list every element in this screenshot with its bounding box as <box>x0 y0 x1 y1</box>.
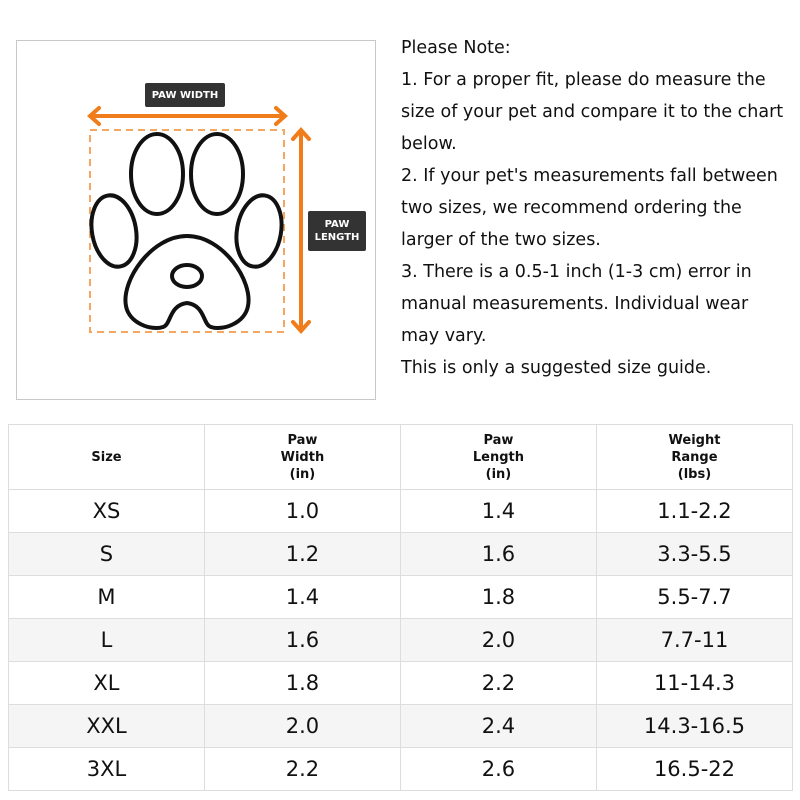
notes-line: below. <box>401 134 457 154</box>
column-header-text: Paw <box>287 432 318 448</box>
table-row: M 1.4 1.8 5.5-7.7 <box>8 575 794 619</box>
table-cell: 1.2 <box>203 532 401 576</box>
notes-line: larger of the two sizes. <box>401 230 601 250</box>
paw-measurement-diagram: PAW WIDTH PAW LENGTH <box>16 40 376 400</box>
notes-line: 1. For a proper fit, please do measure t… <box>401 70 766 90</box>
table-cell: 1.6 <box>399 532 597 576</box>
table-cell: 16.5-22 <box>595 747 794 791</box>
paw-length-label-line2: LENGTH <box>314 232 360 243</box>
table-cell: 2.0 <box>203 704 401 748</box>
table-cell: 2.4 <box>399 704 597 748</box>
column-header-text: Length <box>472 449 524 465</box>
column-header-text: Width <box>280 449 325 465</box>
table-cell: 2.6 <box>399 747 597 791</box>
table-cell: 1.1-2.2 <box>595 489 794 533</box>
table-cell: 7.7-11 <box>595 618 794 662</box>
table-row: XS 1.0 1.4 1.1-2.2 <box>8 489 794 533</box>
table-cell: XXL <box>8 704 205 748</box>
length-arrow-icon <box>291 126 311 335</box>
notes-line: Please Note: <box>401 38 511 58</box>
table-cell: XS <box>8 489 205 533</box>
notes-line: This is only a suggested size guide. <box>401 358 712 378</box>
table-cell: M <box>8 575 205 619</box>
column-header-text: Paw <box>483 432 514 448</box>
table-row: L 1.6 2.0 7.7-11 <box>8 618 794 662</box>
column-header: Size <box>8 424 205 490</box>
notes-line: manual measurements. Individual wear <box>401 294 749 314</box>
width-arrow-icon <box>86 106 289 126</box>
table-cell: 1.0 <box>203 489 401 533</box>
column-header-text: (in) <box>289 466 316 482</box>
table-cell: 1.4 <box>203 575 401 619</box>
table-cell: 11-14.3 <box>595 661 794 705</box>
column-header-text: Weight <box>668 432 721 448</box>
size-chart-table: Size Paw Width (in) Paw Length (in) Weight Range… <box>8 424 794 791</box>
table-cell: 5.5-7.7 <box>595 575 794 619</box>
table-cell: 2.0 <box>399 618 597 662</box>
paw-length-label-line1: PAW <box>324 219 350 230</box>
table-row: XXL 2.0 2.4 14.3-16.5 <box>8 704 794 748</box>
table-cell: 3XL <box>8 747 205 791</box>
notes-line: two sizes, we recommend ordering the <box>401 198 742 218</box>
table-row: 3XL 2.2 2.6 16.5-22 <box>8 747 794 791</box>
table-cell: L <box>8 618 205 662</box>
column-header-text: Range <box>671 449 718 465</box>
size-guide-notes: Please Note: 1. For a proper fit, please… <box>401 32 796 384</box>
notes-line: size of your pet and compare it to the c… <box>401 102 784 122</box>
table-row: S 1.2 1.6 3.3-5.5 <box>8 532 794 576</box>
column-header-text: Size <box>91 449 122 465</box>
table-cell: 3.3-5.5 <box>595 532 794 576</box>
paw-print-icon <box>86 106 311 335</box>
notes-line: may vary. <box>401 326 487 346</box>
column-header: Paw Width (in) <box>203 424 401 490</box>
table-cell: 2.2 <box>399 661 597 705</box>
column-header-text: (in) <box>485 466 512 482</box>
table-cell: 1.8 <box>203 661 401 705</box>
notes-line: 2. If your pet's measurements fall betwe… <box>401 166 778 186</box>
table-header-row: Size Paw Width (in) Paw Length (in) Weight Range… <box>8 424 794 490</box>
table-cell: S <box>8 532 205 576</box>
paw-length-label: PAW LENGTH <box>308 211 366 251</box>
column-header-text: (lbs) <box>677 466 712 482</box>
column-header: Weight Range (lbs) <box>595 424 794 490</box>
table-cell: 1.4 <box>399 489 597 533</box>
table-cell: 1.6 <box>203 618 401 662</box>
column-header: Paw Length (in) <box>399 424 597 490</box>
paw-width-label: PAW WIDTH <box>145 83 225 107</box>
notes-line: 3. There is a 0.5-1 inch (1-3 cm) error … <box>401 262 752 282</box>
table-cell: 1.8 <box>399 575 597 619</box>
table-row: XL 1.8 2.2 11-14.3 <box>8 661 794 705</box>
table-cell: 14.3-16.5 <box>595 704 794 748</box>
table-cell: XL <box>8 661 205 705</box>
table-cell: 2.2 <box>203 747 401 791</box>
